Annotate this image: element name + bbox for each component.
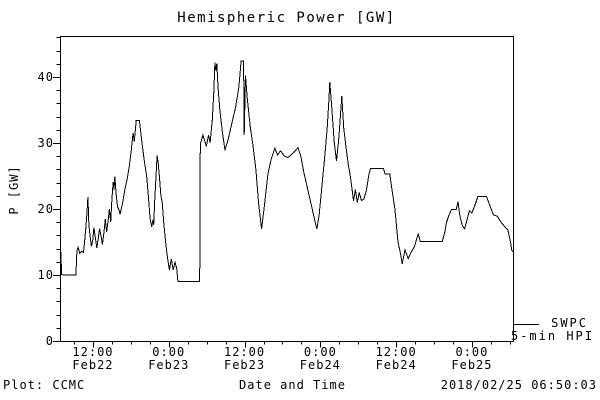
x-tick-date: Feb23 [223,358,266,372]
y-tick-label: 40 [37,69,54,84]
x-tick-time: 0:00 [303,345,337,359]
x-tick-label: 0:00 Feb25 [436,346,508,372]
x-tick-label: 0:00 Feb24 [284,346,356,372]
x-tick-time: 12:00 [223,345,266,359]
x-tick-date: Feb23 [148,358,190,372]
x-tick-time: 0:00 [455,345,489,359]
legend-series-label: 5-min HPI [510,329,594,343]
x-tick-label: 12:00 Feb22 [57,346,129,372]
plot-timestamp: 2018/02/25 06:50:03 [440,378,597,392]
plot-credit: Plot: CCMC [3,378,86,392]
x-tick-label: 12:00 Feb23 [209,346,281,372]
y-tick-label: 10 [37,267,54,282]
hpi-series-line [60,60,514,283]
x-tick-time: 12:00 [375,345,417,359]
x-tick-date: Feb24 [299,358,341,372]
axes-frame [60,36,514,342]
x-tick-time: 0:00 [152,345,186,359]
y-tick-label: 20 [37,201,54,216]
y-tick-label: 0 [45,334,54,348]
x-tick-label: 12:00 Feb24 [360,346,432,372]
x-tick-label: 0:00 Feb23 [133,346,205,372]
x-tick-date: Feb25 [451,358,493,372]
x-axis-label: Date and Time [239,378,346,392]
x-tick-date: Feb22 [72,358,114,372]
legend-source-label: SWPC [551,316,588,330]
x-tick-date: Feb24 [375,358,417,372]
chart-title: Hemispheric Power [GW] [177,10,396,26]
y-tick-label: 30 [37,135,54,150]
x-tick-time: 12:00 [72,345,114,359]
